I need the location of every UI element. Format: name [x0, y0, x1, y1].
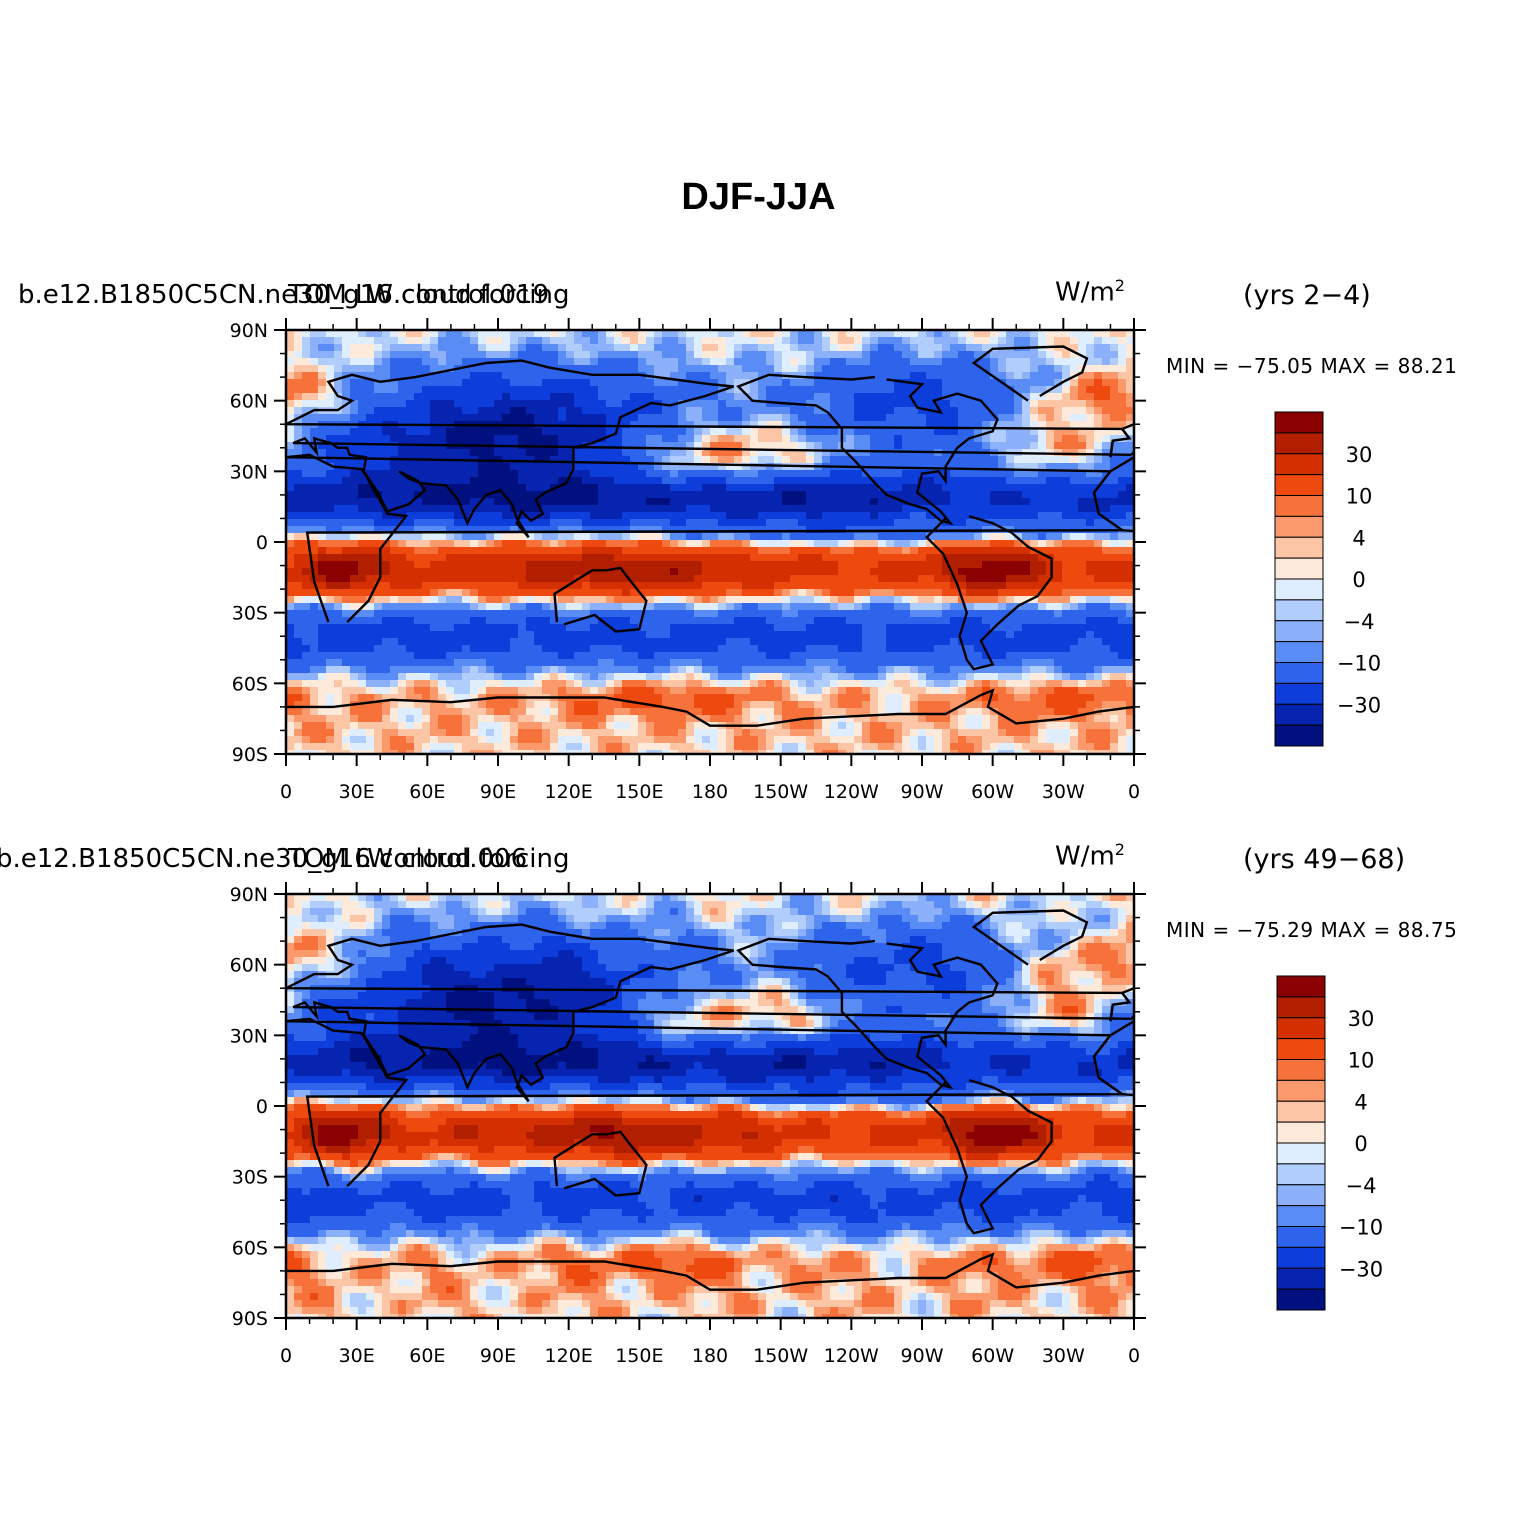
years-label: (yrs 49−68) [1243, 844, 1406, 875]
field-name: TOM LW cloud forcing [288, 280, 570, 310]
map-panel-top: b.e12.B1850C5CN.ne30_g16.control.019 TOM… [0, 276, 1517, 842]
map-panel-bottom: b.e12.B1850C5CN.ne30_g16.control.006 TOM… [0, 840, 1517, 1406]
units-label: W/m2 [1055, 276, 1125, 308]
figure-title: DJF-JJA [681, 176, 836, 218]
units-label: W/m2 [1055, 840, 1125, 872]
min-max-label: MIN = −75.29 MAX = 88.75 [1166, 918, 1458, 942]
min-max-label: MIN = −75.05 MAX = 88.21 [1166, 354, 1458, 378]
field-name: TOM LW cloud forcing [288, 844, 570, 874]
years-label: (yrs 2−4) [1243, 280, 1371, 311]
